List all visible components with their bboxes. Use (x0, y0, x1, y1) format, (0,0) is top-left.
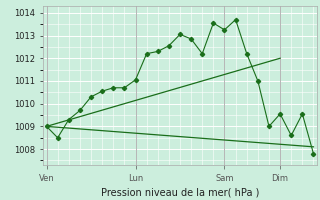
X-axis label: Pression niveau de la mer( hPa ): Pression niveau de la mer( hPa ) (101, 187, 259, 197)
